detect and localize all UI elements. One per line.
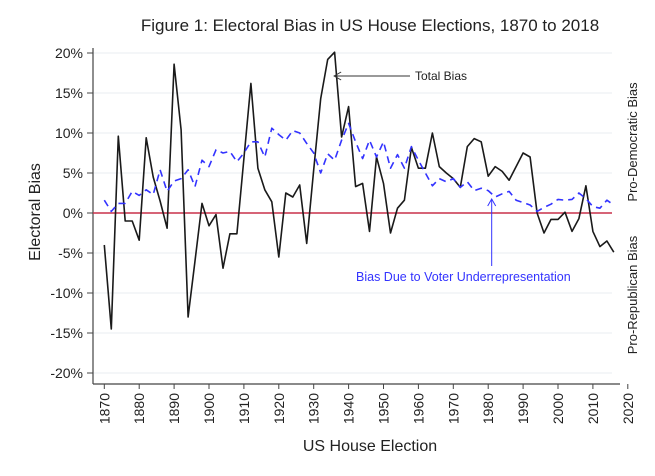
- x-tick-label: 1880: [131, 393, 147, 424]
- voter-underrepresentation-line: [103, 122, 615, 213]
- y-tick-label: 10%: [55, 125, 83, 141]
- y-tick-label: 15%: [55, 85, 83, 101]
- x-tick-label: 1990: [515, 393, 531, 424]
- x-tick-label: 1930: [306, 393, 322, 424]
- y-tick-label: 5%: [63, 165, 83, 181]
- pro-republican-label: Pro-Republican Bias: [625, 235, 640, 354]
- x-tick-label: 1920: [271, 393, 287, 424]
- total-bias-label: Total Bias: [415, 69, 467, 83]
- y-axis-label: Electoral Bias: [27, 163, 44, 261]
- x-axis-label: US House Election: [303, 438, 437, 455]
- y-tick-label: -10%: [50, 285, 83, 301]
- x-tick-label: 1960: [410, 393, 426, 424]
- y-tick-label: 20%: [55, 45, 83, 61]
- x-tick-label: 1870: [96, 393, 112, 424]
- x-tick-label: 1970: [445, 393, 461, 424]
- x-tick-label: 2020: [620, 393, 636, 424]
- pro-democratic-label: Pro-Democratic Bias: [625, 82, 640, 202]
- x-tick-label: 1900: [201, 393, 217, 424]
- x-tick-label: 1980: [480, 393, 496, 424]
- y-tick-label: -15%: [50, 325, 83, 341]
- total-bias-line: [103, 51, 615, 330]
- y-tick-label: 0%: [63, 205, 83, 221]
- y-tick-label: -5%: [58, 245, 83, 261]
- x-tick-label: 2010: [585, 393, 601, 424]
- x-tick-label: 1940: [341, 393, 357, 424]
- y-tick-label: -20%: [50, 365, 83, 381]
- x-tick-label: 2000: [550, 393, 566, 424]
- underrepresentation-label: Bias Due to Voter Underrepresentation: [356, 270, 571, 284]
- x-tick-label: 1890: [166, 393, 182, 424]
- chart-title: Figure 1: Electoral Bias in US House Ele…: [141, 16, 599, 35]
- x-tick-label: 1950: [376, 393, 392, 424]
- x-tick-label: 1910: [236, 393, 252, 424]
- total-bias-arrowhead: [333, 71, 342, 81]
- underrepresentation-arrowhead: [487, 197, 497, 207]
